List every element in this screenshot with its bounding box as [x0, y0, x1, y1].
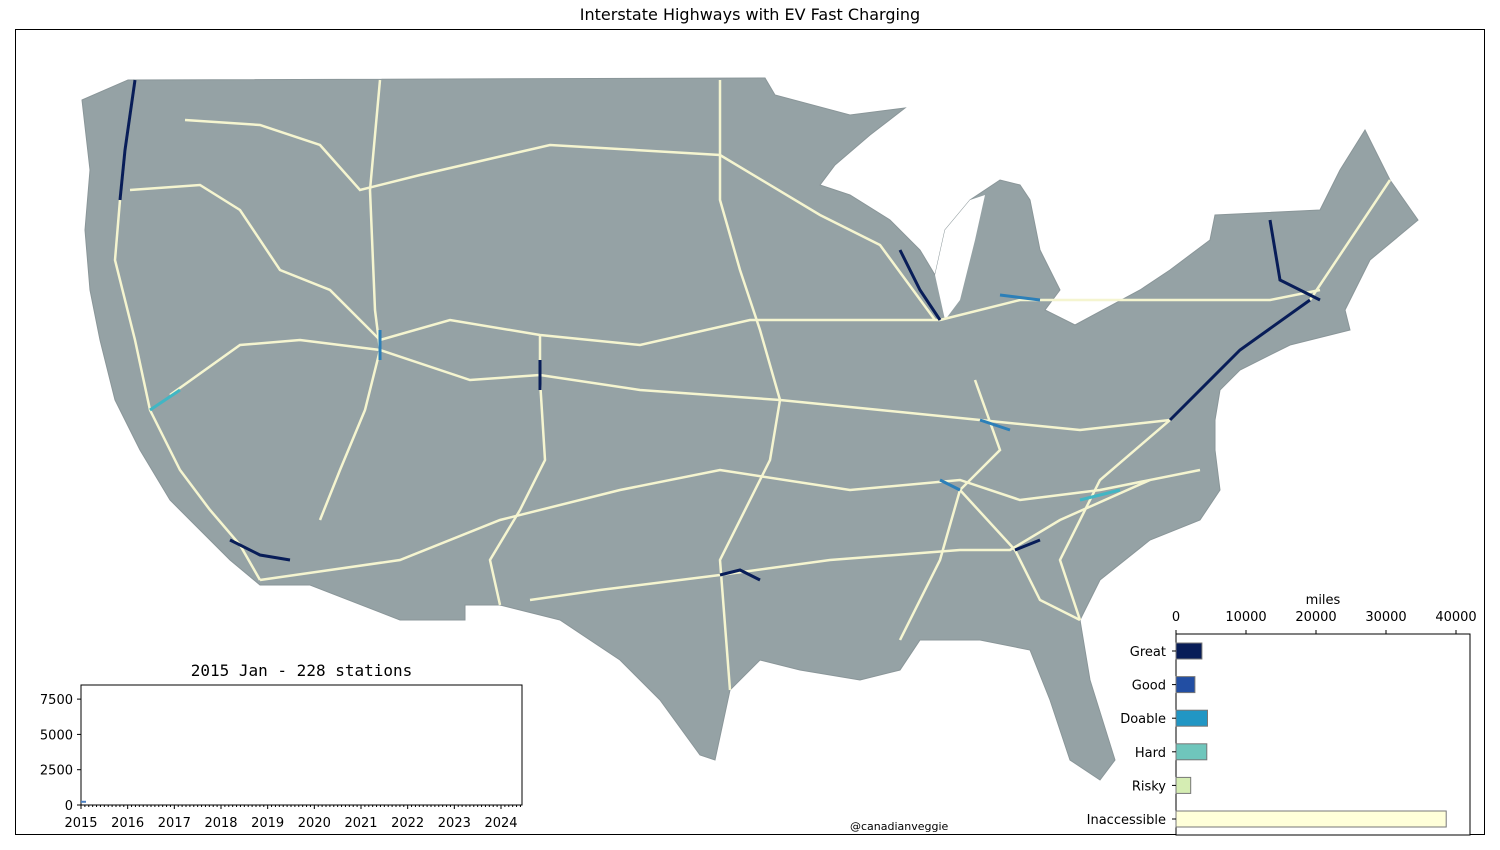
charging-corridor [1079, 488, 1121, 502]
y-tick-label: 0 [65, 799, 73, 814]
x-tick-label: 2020 [298, 816, 331, 831]
bar-inaccessible [1175, 810, 1447, 828]
bar-hard [1175, 743, 1208, 761]
charging-corridor [229, 538, 291, 562]
x-tick-label: 0 [1172, 610, 1180, 625]
highway-line [939, 288, 1321, 322]
x-tick-label: 2015 [64, 816, 97, 831]
highway-line [259, 468, 1201, 582]
bar-doable [1175, 709, 1208, 727]
highway-line [529, 478, 1151, 602]
category-label: Good [1132, 679, 1166, 694]
highway-line [129, 183, 940, 347]
bar-risky [1175, 776, 1192, 794]
x-tick-label: 2019 [251, 816, 284, 831]
x-tick-label: 30000 [1365, 610, 1406, 625]
x-tick-label: 20000 [1295, 610, 1336, 625]
charging-corridor [979, 418, 1011, 432]
x-tick-label: 2016 [111, 816, 144, 831]
charging-corridors [118, 79, 1321, 582]
chart-title: Interstate Highways with EV Fast Chargin… [579, 5, 921, 24]
y-tick-label: 5000 [40, 728, 73, 743]
charging-corridor [898, 249, 942, 321]
x-axis-label: miles [1306, 593, 1341, 608]
x-tick-label: 40000 [1435, 610, 1476, 625]
charging-corridor [999, 293, 1041, 302]
timeline-title: 2015 Jan - 228 stations [190, 661, 413, 680]
charging-corridor [149, 388, 181, 412]
highway-line [718, 80, 782, 691]
charging-corridor [1168, 298, 1311, 422]
miles-bar-chart: 0 10000 20000 30000 40000 miles Great Good Doabl… [1087, 593, 1477, 836]
charging-corridor [719, 568, 761, 582]
map-frame [15, 29, 1485, 835]
category-label: Doable [1120, 712, 1166, 727]
category-label: Great [1130, 645, 1166, 660]
lake-michigan [935, 195, 985, 320]
bar-good [1175, 676, 1196, 694]
x-tick-label: 2021 [344, 816, 377, 831]
charging-corridor [1014, 538, 1041, 552]
x-tick-label: 10000 [1225, 610, 1266, 625]
highway-line [184, 118, 937, 321]
charging-corridor [1268, 219, 1321, 302]
bar-great [1175, 642, 1203, 660]
x-tick-label: 2017 [158, 816, 191, 831]
highway-line [169, 338, 1171, 432]
y-tick-label: 2500 [40, 764, 73, 779]
y-tick-label: 7500 [40, 693, 73, 708]
stations-timeline-chart: 0 2500 5000 7500 2015 2016 2017 2018 2019 2020 202… [40, 684, 523, 831]
category-label: Risky [1132, 779, 1166, 794]
x-tick-label: 2023 [438, 816, 471, 831]
x-tick-label: 2022 [391, 816, 424, 831]
charging-corridor [939, 478, 961, 492]
x-tick-label: 2024 [484, 816, 517, 831]
timeline-plot-area [80, 684, 523, 806]
bar-plot-area [1175, 633, 1471, 836]
category-label: Hard [1135, 746, 1166, 761]
x-tick-label: 2018 [204, 816, 237, 831]
credit-text: @canadianveggie [850, 820, 949, 833]
charging-corridor [118, 79, 137, 201]
highway-line [959, 489, 1081, 622]
category-label: Inaccessible [1087, 813, 1166, 828]
